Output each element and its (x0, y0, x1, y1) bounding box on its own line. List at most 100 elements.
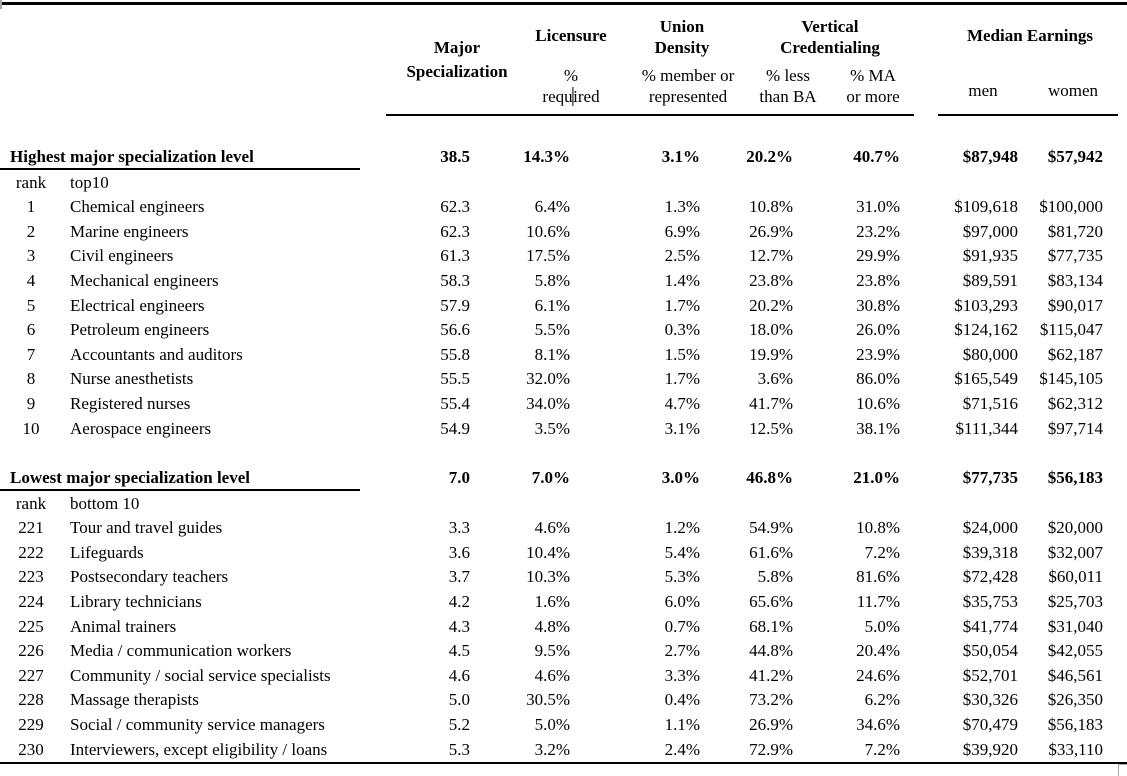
table-row: 2 Marine engineers 62.3 10.6% 6.9% 26.9%… (0, 220, 1103, 245)
cell-earnings-women: $115,047 (1039, 320, 1103, 340)
header-underline-left (386, 114, 914, 116)
summary-union: 3.1% (661, 146, 700, 166)
cell-rank: 10 (22, 418, 40, 438)
cell-major-specialization: 56.6 (440, 320, 470, 340)
cell-ma-or-more: 6.2% (864, 690, 900, 710)
cell-major-specialization: 61.3 (440, 246, 470, 266)
cell-less-than-ba: 41.2% (749, 665, 793, 685)
cell-major-specialization: 3.7 (448, 567, 470, 587)
table-row: 4 Mechanical engineers 58.3 5.8% 1.4% 23… (0, 269, 1103, 294)
cell-licensure: 4.6% (534, 665, 570, 685)
cell-union-density: 1.3% (664, 197, 700, 217)
cell-union-density: 3.3% (664, 665, 700, 685)
header-licensure-sub: % required (542, 66, 600, 106)
table-row: 10 Aerospace engineers 54.9 3.5% 3.1% 12… (0, 416, 1104, 441)
cell-less-than-ba: 54.9% (749, 518, 793, 538)
cell-earnings-men: $39,318 (962, 542, 1018, 562)
summary-underline-highest (0, 168, 360, 170)
summary-women: $57,942 (1047, 146, 1103, 166)
summary-licensure: 7.0% (531, 467, 570, 487)
cell-licensure: 10.6% (526, 221, 570, 241)
table-row: 224 Library technicians 4.2 1.6% 6.0% 65… (0, 590, 1103, 615)
cell-licensure: 5.0% (534, 715, 570, 735)
cell-major-specialization: 55.5 (440, 369, 470, 389)
cell-union-density: 2.5% (664, 246, 700, 266)
summary-spec: 38.5 (440, 146, 470, 166)
cell-less-than-ba: 26.9% (749, 715, 793, 735)
summary-union: 3.0% (661, 467, 700, 487)
cell-rank: 8 (26, 369, 36, 389)
cell-ma-or-more: 86.0% (856, 369, 900, 389)
cell-occupation: Lifeguards (70, 542, 144, 562)
table-row: 229 Social / community service managers … (0, 713, 1103, 738)
cell-less-than-ba: 44.8% (749, 641, 793, 661)
cell-rank: 5 (26, 295, 36, 315)
cell-major-specialization: 3.3 (448, 518, 470, 538)
table-row: 7 Accountants and auditors 55.8 8.1% 1.5… (0, 343, 1103, 368)
summary-ma-more: 21.0% (853, 467, 900, 487)
header-union-density: Union Density (654, 17, 710, 57)
cell-ma-or-more: 81.6% (856, 567, 900, 587)
summary-less-ba: 20.2% (746, 146, 793, 166)
section-highest: Highest major specialization level 38.5 … (0, 143, 1103, 441)
cell-rank: 226 (18, 641, 44, 661)
cell-ma-or-more: 23.2% (856, 221, 900, 241)
cell-earnings-women: $81,720 (1047, 221, 1103, 241)
cell-less-than-ba: 5.8% (757, 567, 793, 587)
cell-occupation: Aerospace engineers (70, 418, 212, 438)
cell-occupation: Registered nurses (70, 394, 191, 414)
cell-major-specialization: 4.3 (448, 616, 470, 636)
cell-ma-or-more: 38.1% (856, 418, 900, 438)
cell-union-density: 0.3% (664, 320, 700, 340)
cell-earnings-men: $24,000 (962, 518, 1018, 538)
cell-earnings-men: $97,000 (962, 221, 1018, 241)
cell-less-than-ba: 12.7% (749, 246, 793, 266)
cell-ma-or-more: 5.0% (864, 616, 900, 636)
cell-licensure: 6.4% (534, 197, 570, 217)
cell-rank: 225 (18, 616, 44, 636)
cell-major-specialization: 3.6 (448, 542, 470, 562)
cell-occupation: Library technicians (70, 592, 202, 612)
cell-rank: 9 (26, 394, 36, 414)
cell-less-than-ba: 26.9% (749, 221, 793, 241)
header-major-specialization: Major Specialization (406, 38, 508, 81)
cell-union-density: 6.9% (664, 221, 700, 241)
table-row: 230 Interviewers, except eligibility / l… (0, 737, 1103, 762)
cell-union-density: 5.3% (664, 567, 700, 587)
cell-licensure: 8.1% (534, 344, 570, 364)
cell-major-specialization: 55.8 (440, 344, 470, 364)
cell-union-density: 1.2% (664, 518, 700, 538)
header-vertical-credentialing: Vertical Credentialing (780, 17, 880, 57)
cell-less-than-ba: 12.5% (749, 418, 793, 438)
table-row: 9 Registered nurses 55.4 34.0% 4.7% 41.7… (0, 392, 1103, 417)
cell-major-specialization: 4.6 (448, 665, 470, 685)
cell-licensure: 1.6% (534, 592, 570, 612)
cell-occupation: Media / communication workers (70, 641, 292, 661)
cell-earnings-women: $56,183 (1047, 715, 1103, 735)
cell-licensure: 5.8% (534, 271, 570, 291)
cell-licensure: 17.5% (526, 246, 570, 266)
cell-union-density: 0.4% (664, 690, 700, 710)
table-row: 222 Lifeguards 3.6 10.4% 5.4% 61.6% 7.2%… (0, 541, 1103, 566)
header-women: women (1047, 81, 1099, 100)
table-row: 3 Civil engineers 61.3 17.5% 2.5% 12.7% … (0, 244, 1103, 269)
cell-union-density: 3.1% (664, 418, 700, 438)
cell-major-specialization: 5.0 (448, 690, 470, 710)
text-caret (572, 87, 574, 106)
cell-licensure: 9.5% (534, 641, 570, 661)
cell-occupation: Civil engineers (70, 246, 174, 266)
cell-rank: 6 (26, 320, 36, 340)
cell-union-density: 1.7% (664, 295, 700, 315)
cell-major-specialization: 5.3 (448, 739, 470, 759)
cell-licensure: 3.5% (534, 418, 570, 438)
summary-row-highest: Highest major specialization level 38.5 … (0, 143, 1103, 170)
cell-less-than-ba: 73.2% (749, 690, 793, 710)
summary-women: $56,183 (1047, 467, 1103, 487)
cell-earnings-women: $62,312 (1047, 394, 1103, 414)
cell-licensure: 4.8% (534, 616, 570, 636)
cell-earnings-men: $89,591 (962, 271, 1018, 291)
cell-ma-or-more: 10.6% (856, 394, 900, 414)
header-men: men (968, 81, 998, 100)
cell-licensure: 32.0% (526, 369, 570, 389)
